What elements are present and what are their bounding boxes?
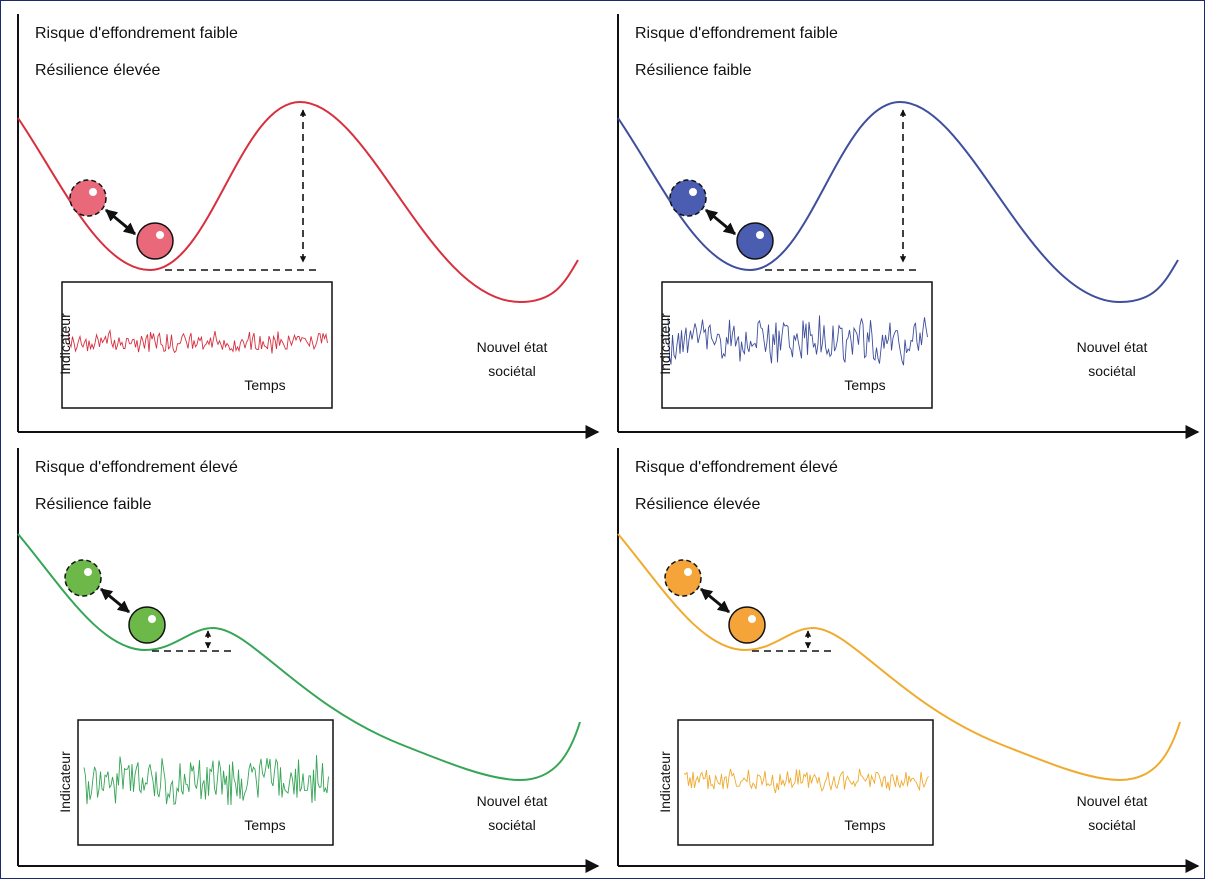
double-arrow [705,208,736,236]
panel-subtitle: Résilience élevée [35,62,161,79]
x-label: Temps [844,817,885,833]
state-label: Nouvel état [1077,339,1148,355]
x-label: Temps [244,377,285,393]
panel-subtitle: Résilience faible [635,62,752,79]
landscape-curve [17,100,579,304]
double-arrow [105,208,136,236]
panel: Risque d'effondrement faible Résilience f… [617,14,1200,439]
double-arrow [700,587,730,614]
highlight [156,231,164,239]
landscape-curve [617,100,1179,304]
highlight [89,188,97,196]
inset-box [77,719,334,846]
indicator-signal [667,315,928,366]
x-label: Temps [244,817,285,833]
landscape-curve [17,533,581,782]
highlight [684,568,692,576]
highlight [756,231,764,239]
state-label: sociétal [1088,817,1135,833]
ghost-ball [669,179,707,217]
indicator-signal [67,328,328,354]
panel-subtitle: Résilience élevée [635,496,761,513]
ball [728,606,766,644]
panel-title: Risque d'effondrement faible [635,25,838,42]
panel-title: Risque d'effondrement élevé [635,459,838,476]
panel-title: Risque d'effondrement faible [35,25,238,42]
state-label: sociétal [1088,363,1135,379]
indicator-signal [683,768,929,794]
y-label: Indicateur [657,313,673,375]
ghost-ball [64,559,102,597]
highlight [748,615,756,623]
state-label: Nouvel état [1077,793,1148,809]
panel-subtitle: Résilience faible [35,496,152,513]
y-label: Indicateur [57,313,73,375]
highlight [148,615,156,623]
state-label: sociétal [488,817,535,833]
y-label: Indicateur [57,751,73,813]
highlight [689,188,697,196]
highlight [84,568,92,576]
ball [736,222,774,260]
panel: Risque d'effondrement élevé Résilience fa… [17,448,600,873]
ghost-ball [69,179,107,217]
state-label: sociétal [488,363,535,379]
state-label: Nouvel état [477,339,548,355]
x-label: Temps [844,377,885,393]
panel-title: Risque d'effondrement élevé [35,459,238,476]
panel: Risque d'effondrement élevé Résilience él… [617,448,1200,873]
landscape-curve [617,533,1181,782]
ball [128,606,166,644]
double-arrow [100,587,130,614]
indicator-signal [83,755,329,806]
y-label: Indicateur [657,751,673,813]
panel: Risque d'effondrement faible Résilience é… [17,14,600,439]
ghost-ball [664,559,702,597]
ball [136,222,174,260]
state-label: Nouvel état [477,793,548,809]
